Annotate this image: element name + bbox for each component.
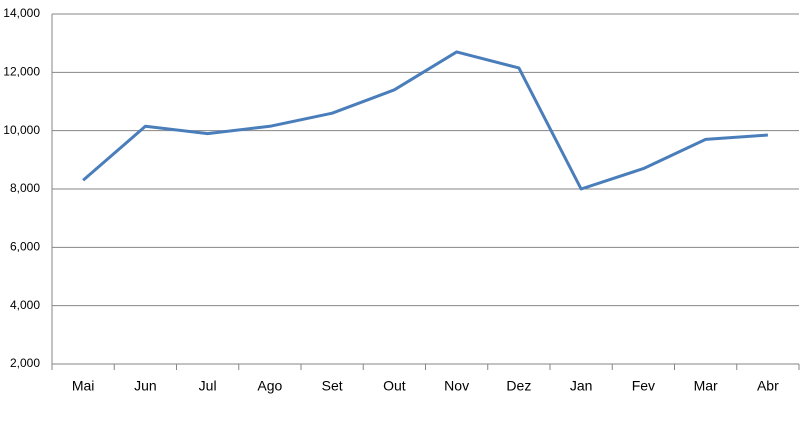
y-tick-label: 10,000 bbox=[3, 123, 40, 137]
y-tick-label: 4,000 bbox=[10, 298, 40, 312]
y-tick-label: 12,000 bbox=[3, 65, 40, 79]
x-tick-label: Out bbox=[383, 378, 406, 394]
x-tick-label: Jan bbox=[570, 378, 593, 394]
x-tick-label: Set bbox=[322, 378, 343, 394]
y-tick-label: 14,000 bbox=[3, 6, 40, 20]
x-tick-label: Ago bbox=[257, 378, 282, 394]
y-tick-label: 6,000 bbox=[10, 240, 40, 254]
x-tick-label: Fev bbox=[632, 378, 655, 394]
x-tick-label: Jul bbox=[199, 378, 217, 394]
x-tick-label: Nov bbox=[444, 378, 469, 394]
x-tick-label: Mai bbox=[72, 378, 95, 394]
x-tick-label: Abr bbox=[757, 378, 779, 394]
x-tick-label: Jun bbox=[134, 378, 157, 394]
y-tick-label: 2,000 bbox=[10, 356, 40, 370]
data-line bbox=[82, 50, 768, 191]
y-tick-label: 8,000 bbox=[10, 181, 40, 195]
x-tick-label: Dez bbox=[506, 378, 531, 394]
x-tick-label: Mar bbox=[694, 378, 718, 394]
